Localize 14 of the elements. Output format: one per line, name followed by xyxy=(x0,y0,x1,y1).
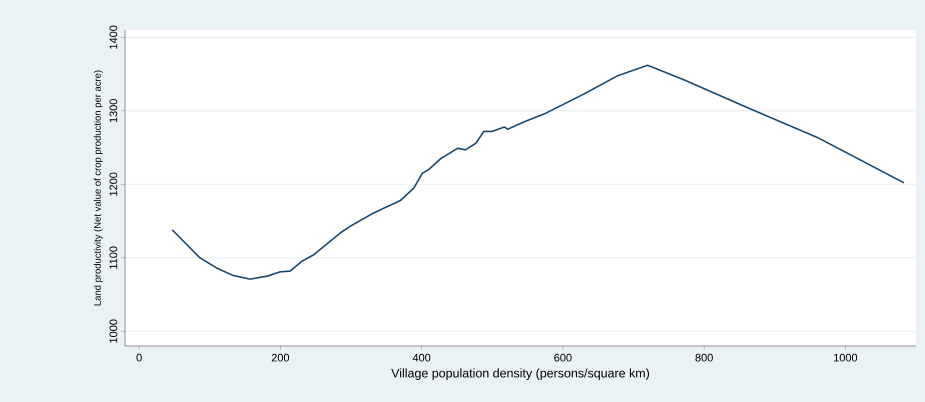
x-tick-label: 200 xyxy=(272,354,290,362)
y-tick-label: 1400 xyxy=(109,26,118,49)
x-tick-label: 400 xyxy=(412,354,430,362)
x-tick-label: 800 xyxy=(695,354,713,362)
y-tick-label: 1300 xyxy=(109,99,118,122)
x-tick-label: 600 xyxy=(554,354,572,362)
x-axis-title: Village population density (persons/square km) xyxy=(391,368,650,380)
x-tick-label: 1000 xyxy=(834,354,858,362)
y-tick-label: 1200 xyxy=(109,172,118,196)
line-series xyxy=(172,64,905,280)
y-axis-title: Land productivity (Net value of crop production per acre) xyxy=(94,70,103,306)
y-tick-label: 1000 xyxy=(109,320,118,343)
y-tick-label: 1100 xyxy=(109,246,118,269)
x-tick-label: 0 xyxy=(136,354,142,362)
